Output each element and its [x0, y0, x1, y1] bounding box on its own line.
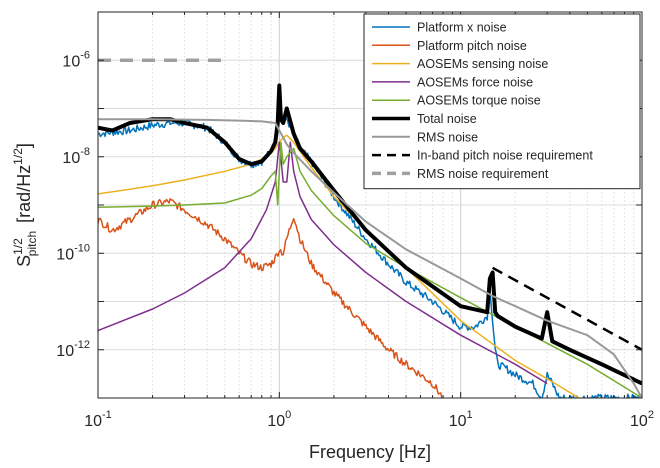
x-axis-label: Frequency [Hz] [309, 442, 431, 462]
x-tick-label: 101 [449, 409, 473, 430]
series-aosems-force-noise [98, 141, 548, 385]
series-total-noise [98, 83, 642, 386]
y-label-unit-sup: 1/2 [11, 148, 25, 165]
series-aosems-sensing-noise [98, 134, 580, 398]
legend-label: AOSEMs sensing noise [417, 57, 548, 71]
series-rms-noise [98, 118, 642, 398]
legend-label: AOSEMs torque noise [417, 94, 541, 108]
legend-label: RMS noise [417, 130, 478, 144]
y-label-sup: 1/2 [11, 238, 25, 255]
x-tick-label: 102 [630, 409, 654, 430]
y-axis-label: S1/2pitch[rad/Hz1/2] [11, 143, 39, 267]
legend-label: RMS noise requirement [417, 167, 549, 181]
series-group [98, 58, 642, 398]
legend-box [363, 13, 641, 190]
legend-label: Total noise [417, 112, 477, 126]
series-aosems-torque-noise [98, 141, 642, 398]
x-tick-label: 10-1 [84, 409, 112, 430]
y-tick-label: 10-6 [62, 49, 90, 70]
y-label-symbol: S [14, 255, 34, 267]
y-tick-label: 10-10 [56, 242, 90, 263]
series-platform-pitch-noise [98, 198, 444, 398]
legend-label: AOSEMs force noise [417, 75, 533, 89]
legend-label: In-band pitch noise requirement [417, 149, 593, 163]
y-label-unit-end: ] [14, 143, 34, 148]
legend: Platform x noise Platform pitch noise AOSE… [363, 13, 641, 190]
axis-labels: Frequency [Hz] S1/2pitch[rad/Hz1/2] [11, 143, 431, 462]
y-tick-label: 10-12 [56, 339, 90, 360]
y-label-unit: [rad/Hz [14, 165, 34, 223]
y-tick-label: 10-8 [62, 146, 90, 167]
y-label-sub: pitch [25, 231, 39, 256]
legend-label: Platform x noise [417, 21, 507, 35]
series-in-band-pitch-noise-requirement [491, 266, 642, 351]
legend-label: Platform pitch noise [417, 39, 527, 53]
x-tick-label: 100 [267, 409, 291, 430]
tick-labels: 10-1 100 101 102 10-12 10-10 10-8 10-6 [56, 49, 654, 430]
